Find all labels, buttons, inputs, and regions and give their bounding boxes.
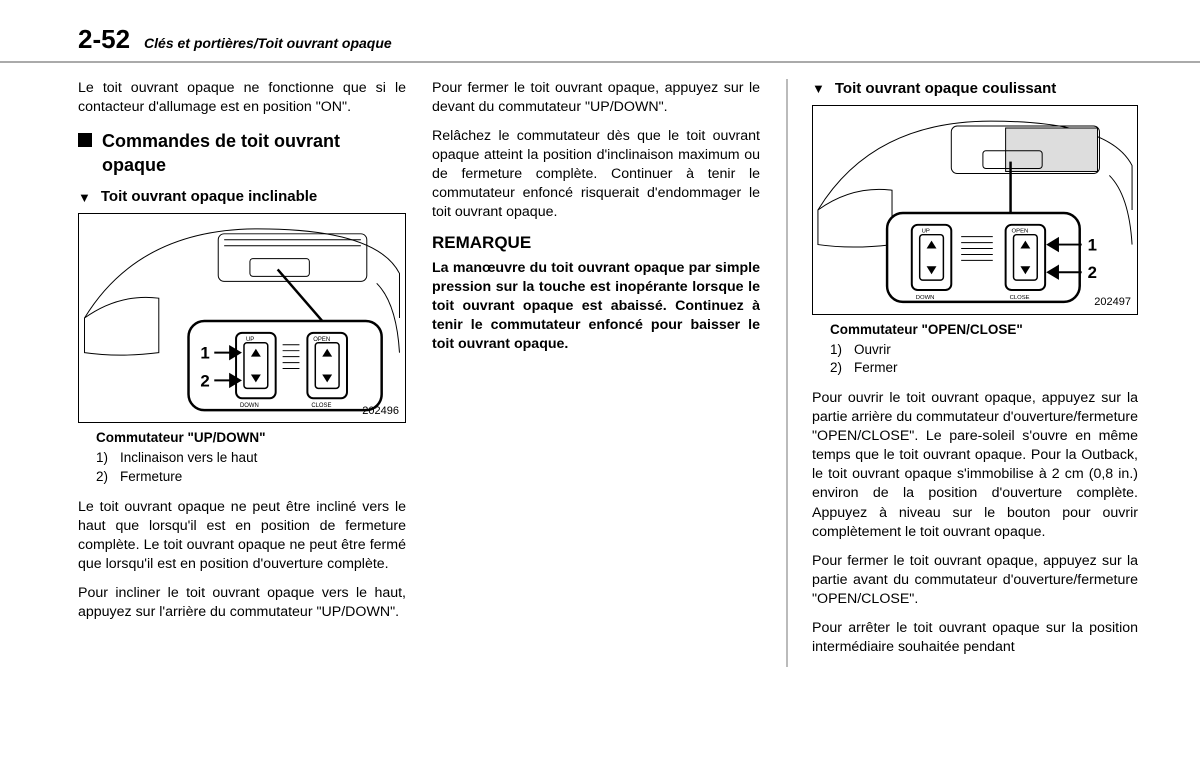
down-label: DOWN (240, 404, 259, 410)
down-label: DOWN (916, 295, 935, 301)
legend-text: Fermer (854, 359, 898, 377)
legend-num: 2) (830, 359, 854, 377)
body-text: Pour incliner le toit ouvrant opaque ver… (78, 584, 406, 622)
page-header: 2-52 Clés et portières/Toit ouvrant opaq… (0, 0, 1200, 63)
open-label: OPEN (313, 337, 330, 343)
triangle-icon: ▼ (78, 189, 91, 206)
sunroof-slide-diagram: UP DOWN OPEN CLOSE 1 2 (813, 106, 1137, 314)
section-bullet-icon (78, 133, 92, 147)
marker-1: 1 (200, 344, 209, 363)
body-text: Pour ouvrir le toit ouvrant opaque, appu… (812, 389, 1138, 541)
column-2: Pour fermer le toit ouvrant opaque, appu… (432, 79, 760, 667)
up-label: UP (246, 337, 254, 343)
marker-1: 1 (1088, 236, 1097, 255)
legend-item: 2) Fermer (830, 359, 1138, 377)
up-label: UP (922, 229, 930, 235)
body-text: Le toit ouvrant opaque ne peut être incl… (78, 498, 406, 574)
figure-legend: 1) Ouvrir 2) Fermer (830, 341, 1138, 377)
sunroof-tilt-diagram: UP DOWN OPEN CLOSE 1 2 (79, 214, 405, 422)
subsection-title: Toit ouvrant opaque coulissant (835, 79, 1056, 99)
figure-caption: Commutateur "OPEN/CLOSE" (830, 321, 1138, 339)
intro-text: Le toit ouvrant opaque ne fonctionne que… (78, 79, 406, 117)
figure-slide-sunroof: UP DOWN OPEN CLOSE 1 2 (812, 105, 1138, 315)
marker-2: 2 (200, 372, 209, 391)
content-columns: Le toit ouvrant opaque ne fonctionne que… (0, 63, 1200, 667)
triangle-icon: ▼ (812, 80, 825, 97)
body-text: Pour arrêter le toit ouvrant opaque sur … (812, 619, 1138, 657)
column-1: Le toit ouvrant opaque ne fonctionne que… (78, 79, 406, 667)
legend-text: Ouvrir (854, 341, 891, 359)
legend-text: Inclinaison vers le haut (120, 449, 257, 467)
figure-id: 202497 (1094, 295, 1131, 310)
body-text: Pour fermer le toit ouvrant opaque, appu… (432, 79, 760, 117)
subsection-heading: ▼ Toit ouvrant opaque coulissant (812, 79, 1138, 99)
figure-id: 202496 (362, 404, 399, 419)
note-heading: REMARQUE (432, 232, 760, 255)
marker-2: 2 (1088, 263, 1097, 282)
figure-caption: Commutateur "UP/DOWN" (96, 429, 406, 447)
legend-item: 2) Fermeture (96, 468, 406, 486)
note-body: La manœuvre du toit ouvrant opaque par s… (432, 259, 760, 354)
body-text: Relâchez le commutateur dès que le toit … (432, 127, 760, 222)
open-label: OPEN (1012, 229, 1029, 235)
close-label: CLOSE (311, 404, 331, 410)
legend-text: Fermeture (120, 468, 182, 486)
subsection-heading: ▼ Toit ouvrant opaque inclinable (78, 187, 406, 207)
legend-item: 1) Inclinaison vers le haut (96, 449, 406, 467)
page-number: 2-52 (78, 24, 130, 55)
close-label: CLOSE (1010, 295, 1030, 301)
breadcrumb: Clés et portières/Toit ouvrant opaque (144, 35, 392, 51)
legend-num: 1) (96, 449, 120, 467)
figure-legend: 1) Inclinaison vers le haut 2) Fermeture (96, 449, 406, 485)
subsection-title: Toit ouvrant opaque inclinable (101, 187, 317, 207)
legend-item: 1) Ouvrir (830, 341, 1138, 359)
figure-tilt-sunroof: UP DOWN OPEN CLOSE 1 2 (78, 213, 406, 423)
section-title: Commandes de toit ouvrant opaque (102, 129, 406, 177)
body-text: Pour fermer le toit ouvrant opaque, appu… (812, 552, 1138, 609)
legend-num: 2) (96, 468, 120, 486)
legend-num: 1) (830, 341, 854, 359)
section-heading: Commandes de toit ouvrant opaque (78, 129, 406, 177)
column-3: ▼ Toit ouvrant opaque coulissant UP (786, 79, 1138, 667)
